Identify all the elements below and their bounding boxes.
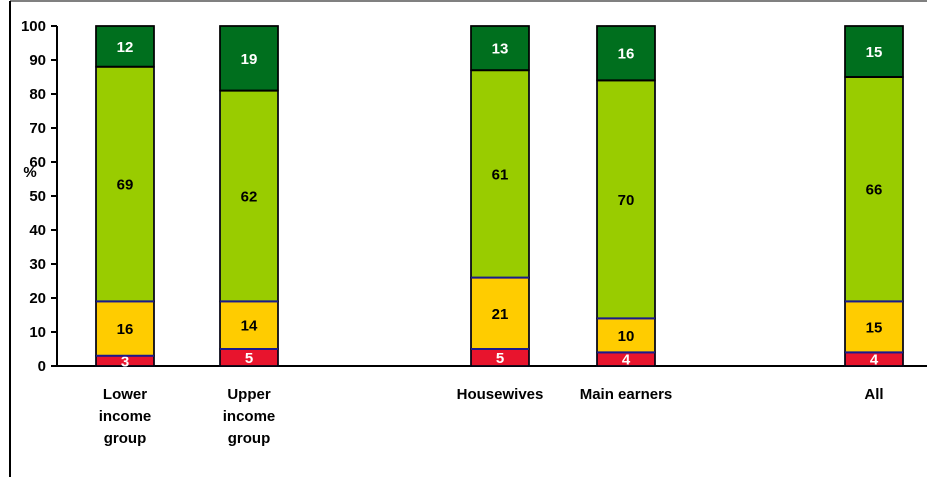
bar-outline — [219, 25, 279, 367]
data-label: 12 — [117, 39, 134, 56]
y-tick-label: 10 — [29, 324, 46, 341]
data-label: 4 — [870, 352, 879, 369]
bar-stack: 5 14 62 19 — [219, 25, 279, 367]
y-tick-label: 100 — [21, 18, 46, 35]
x-tick-label: Main earners — [580, 386, 673, 403]
data-label: 21 — [492, 306, 509, 323]
data-label: 10 — [618, 328, 635, 345]
x-tick-label: Upper — [227, 386, 271, 403]
bar-segment — [95, 66, 155, 303]
x-tick-label: income — [223, 408, 276, 425]
data-label: 16 — [117, 321, 134, 338]
data-label: 61 — [492, 166, 509, 183]
y-tick-label: 40 — [29, 222, 46, 239]
data-label: 5 — [245, 350, 253, 367]
data-label: 19 — [241, 51, 258, 68]
data-label: 4 — [622, 352, 631, 369]
data-label: 62 — [241, 189, 258, 206]
category-labels: Lower income group Upper income group Housewiv… — [99, 386, 884, 447]
data-label: 3 — [121, 353, 129, 370]
bar-segment — [844, 76, 904, 303]
bar-outline — [470, 25, 530, 367]
y-axis-label: % — [23, 164, 36, 181]
y-tick-label: 50 — [29, 188, 46, 205]
bar-outline — [596, 25, 656, 367]
data-label: 66 — [866, 182, 883, 199]
bar-stack: 4 15 66 15 — [844, 25, 904, 369]
y-tick-label: 80 — [29, 86, 46, 103]
bar-segment — [470, 69, 530, 279]
x-tick-label: Lower — [103, 386, 147, 403]
bar-segment — [219, 25, 279, 92]
y-tick-label: 90 — [29, 52, 46, 69]
data-label: 69 — [117, 177, 134, 194]
data-label: 13 — [492, 41, 509, 58]
bars: 3 16 69 12 5 14 62 19 5 21 61 13 4 10 70 16 4 15 66 15 — [95, 25, 904, 370]
bar-stack: 5 21 61 13 — [470, 25, 530, 367]
bar-outline — [844, 25, 904, 367]
bar-stack: 4 10 70 16 — [596, 25, 656, 369]
data-label: 16 — [618, 46, 635, 63]
y-tick-label: 0 — [38, 358, 46, 375]
x-tick-label: All — [864, 386, 883, 403]
data-label: 15 — [866, 319, 883, 336]
bar-stack: 3 16 69 12 — [95, 25, 155, 370]
y-tick-label: 30 — [29, 256, 46, 273]
y-tick-label: 60 — [29, 154, 46, 171]
data-label: 15 — [866, 44, 883, 61]
x-tick-label: Housewives — [457, 386, 544, 403]
y-axis: 0 10 20 30 40 50 60 70 80 90 100 — [21, 18, 58, 375]
data-label: 14 — [241, 318, 258, 335]
x-tick-label: group — [104, 430, 147, 447]
chart-border — [9, 0, 927, 477]
x-tick-label: income — [99, 408, 152, 425]
x-tick-label: group — [228, 430, 271, 447]
bar-outline — [95, 25, 155, 367]
y-tick-label: 70 — [29, 120, 46, 137]
data-label: 5 — [496, 350, 504, 367]
data-label: 70 — [618, 192, 635, 209]
y-tick-label: 20 — [29, 290, 46, 307]
